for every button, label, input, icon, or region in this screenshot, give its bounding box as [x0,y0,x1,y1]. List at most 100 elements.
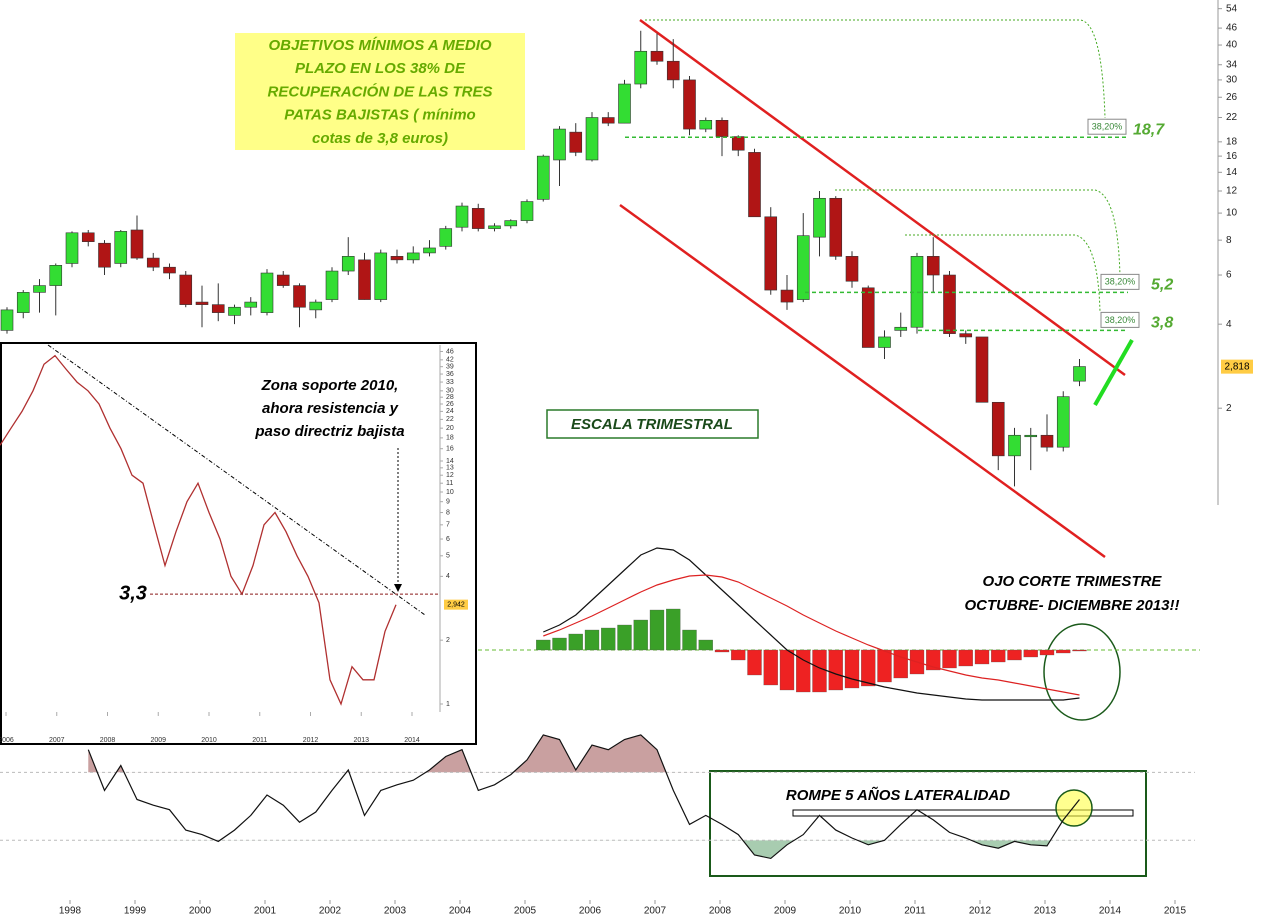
inset-y-tick-label: 22 [446,416,454,423]
macd-bar [812,649,827,693]
inset-y-tick-label: 1 [446,701,450,708]
candle-body [65,232,79,264]
inset-y-tick-label: 9 [446,499,450,506]
price-label: 2,818 [1224,361,1249,372]
inset-x-tick-label: 2012 [303,737,319,744]
range-bar [792,809,1134,817]
macd-bar [601,627,616,651]
candle-body [276,274,290,286]
macd-bar [698,639,713,651]
inset-level-label: 3,3 [119,582,147,604]
candle-body [309,301,323,311]
inset-y-tick-label: 2 [446,637,450,644]
x-tick-label: 2014 [1099,906,1122,917]
x-tick-label: 2009 [774,906,797,917]
macd-bar [1056,649,1071,654]
candle-body [163,266,176,274]
inset-y-tick-label: 18 [446,435,454,442]
objective-box [235,33,525,150]
candle-body [341,256,355,272]
break-box [709,770,1147,877]
candle-body [49,265,63,286]
x-tick-label: 1999 [124,906,147,917]
candle-body [520,201,534,221]
inset-y-tick-label: 4 [446,573,450,580]
candle-body [325,270,339,300]
y-tick-label: 34 [1226,59,1238,70]
x-tick-label: 2006 [579,906,602,917]
candle-body [439,228,453,247]
candle-body [16,292,30,313]
candle-body [1073,366,1086,382]
candle-body [0,309,14,331]
inset-y-tick-label: 16 [446,446,454,453]
candle-body [748,152,761,218]
candle-body [943,274,956,334]
inset-x-tick-label: 2010 [201,737,217,744]
x-tick-label: 2005 [514,906,537,917]
trend-mark [1093,339,1134,406]
inset-x-tick-label: 2013 [353,737,369,744]
y-tick-label: 4 [1226,319,1232,330]
x-tick-label: 2004 [449,906,472,917]
candle-body [114,231,128,264]
candle-body [618,83,631,124]
break-circle [1055,789,1093,827]
macd-bar [1039,649,1055,656]
inset-y-tick-label: 42 [446,357,454,364]
candle-body [683,79,696,130]
x-tick-label: 2007 [644,906,667,917]
inset-x-tick-label: 2007 [49,737,65,744]
inset-annotation: paso directriz bajista [254,423,404,440]
macd-bar [991,649,1006,663]
inset-y-tick-label: 24 [446,408,454,415]
candle-body [1056,396,1070,448]
macd-bar [877,649,892,683]
y-tick-label: 46 [1226,23,1238,34]
candle-body [926,256,940,276]
candle-body [666,60,680,81]
candle-body [536,155,550,200]
candle-body [504,220,518,227]
y-tick-label: 30 [1226,75,1238,86]
inset-y-tick-label: 10 [446,489,454,496]
y-tick-label: 18 [1226,136,1238,147]
candle-body [195,301,209,305]
inset-x-tick-label: 2006 [0,737,14,744]
candle-body [959,333,973,338]
macd-bar [1007,649,1022,661]
candle-body [130,229,144,259]
y-tick-label: 16 [1226,151,1238,162]
scale-box [546,409,759,439]
candle-body [861,287,875,348]
macd-bar [893,649,908,679]
level-pct: 38,20% [1105,277,1136,287]
objective-text: PATAS BAJISTAS ( mínimo [284,107,475,124]
y-tick-label: 54 [1226,3,1238,14]
inset-y-tick-label: 8 [446,509,450,516]
x-tick-label: 2003 [384,906,407,917]
candle-body [33,285,46,293]
warning-text: OCTUBRE- DICIEMBRE 2013!! [964,597,1179,614]
arrow [645,19,1106,119]
level-box [1100,311,1140,328]
objective-text: RECUPERACIÓN DE LAS TRES [267,82,492,100]
inset-y-tick-label: 33 [446,379,454,386]
x-tick-label: 1998 [59,906,82,917]
inset-y-tick-label: 30 [446,388,454,395]
inset-x-tick-label: 2011 [252,737,267,744]
candle-body [390,256,404,261]
y-tick-label: 10 [1226,208,1238,219]
macd-bar [828,649,843,691]
macd-bar [1023,649,1038,658]
inset-y-tick-label: 20 [446,425,454,432]
x-tick-label: 2013 [1034,906,1057,917]
macd-bar [568,633,583,651]
candle-body [553,128,566,161]
level-label: 3,8 [1151,315,1173,332]
inset-y-tick-label: 13 [446,465,454,472]
candle-body [98,242,111,268]
y-tick-label: 22 [1226,112,1238,123]
macd-bar [1072,649,1087,652]
candle-body [423,247,436,254]
